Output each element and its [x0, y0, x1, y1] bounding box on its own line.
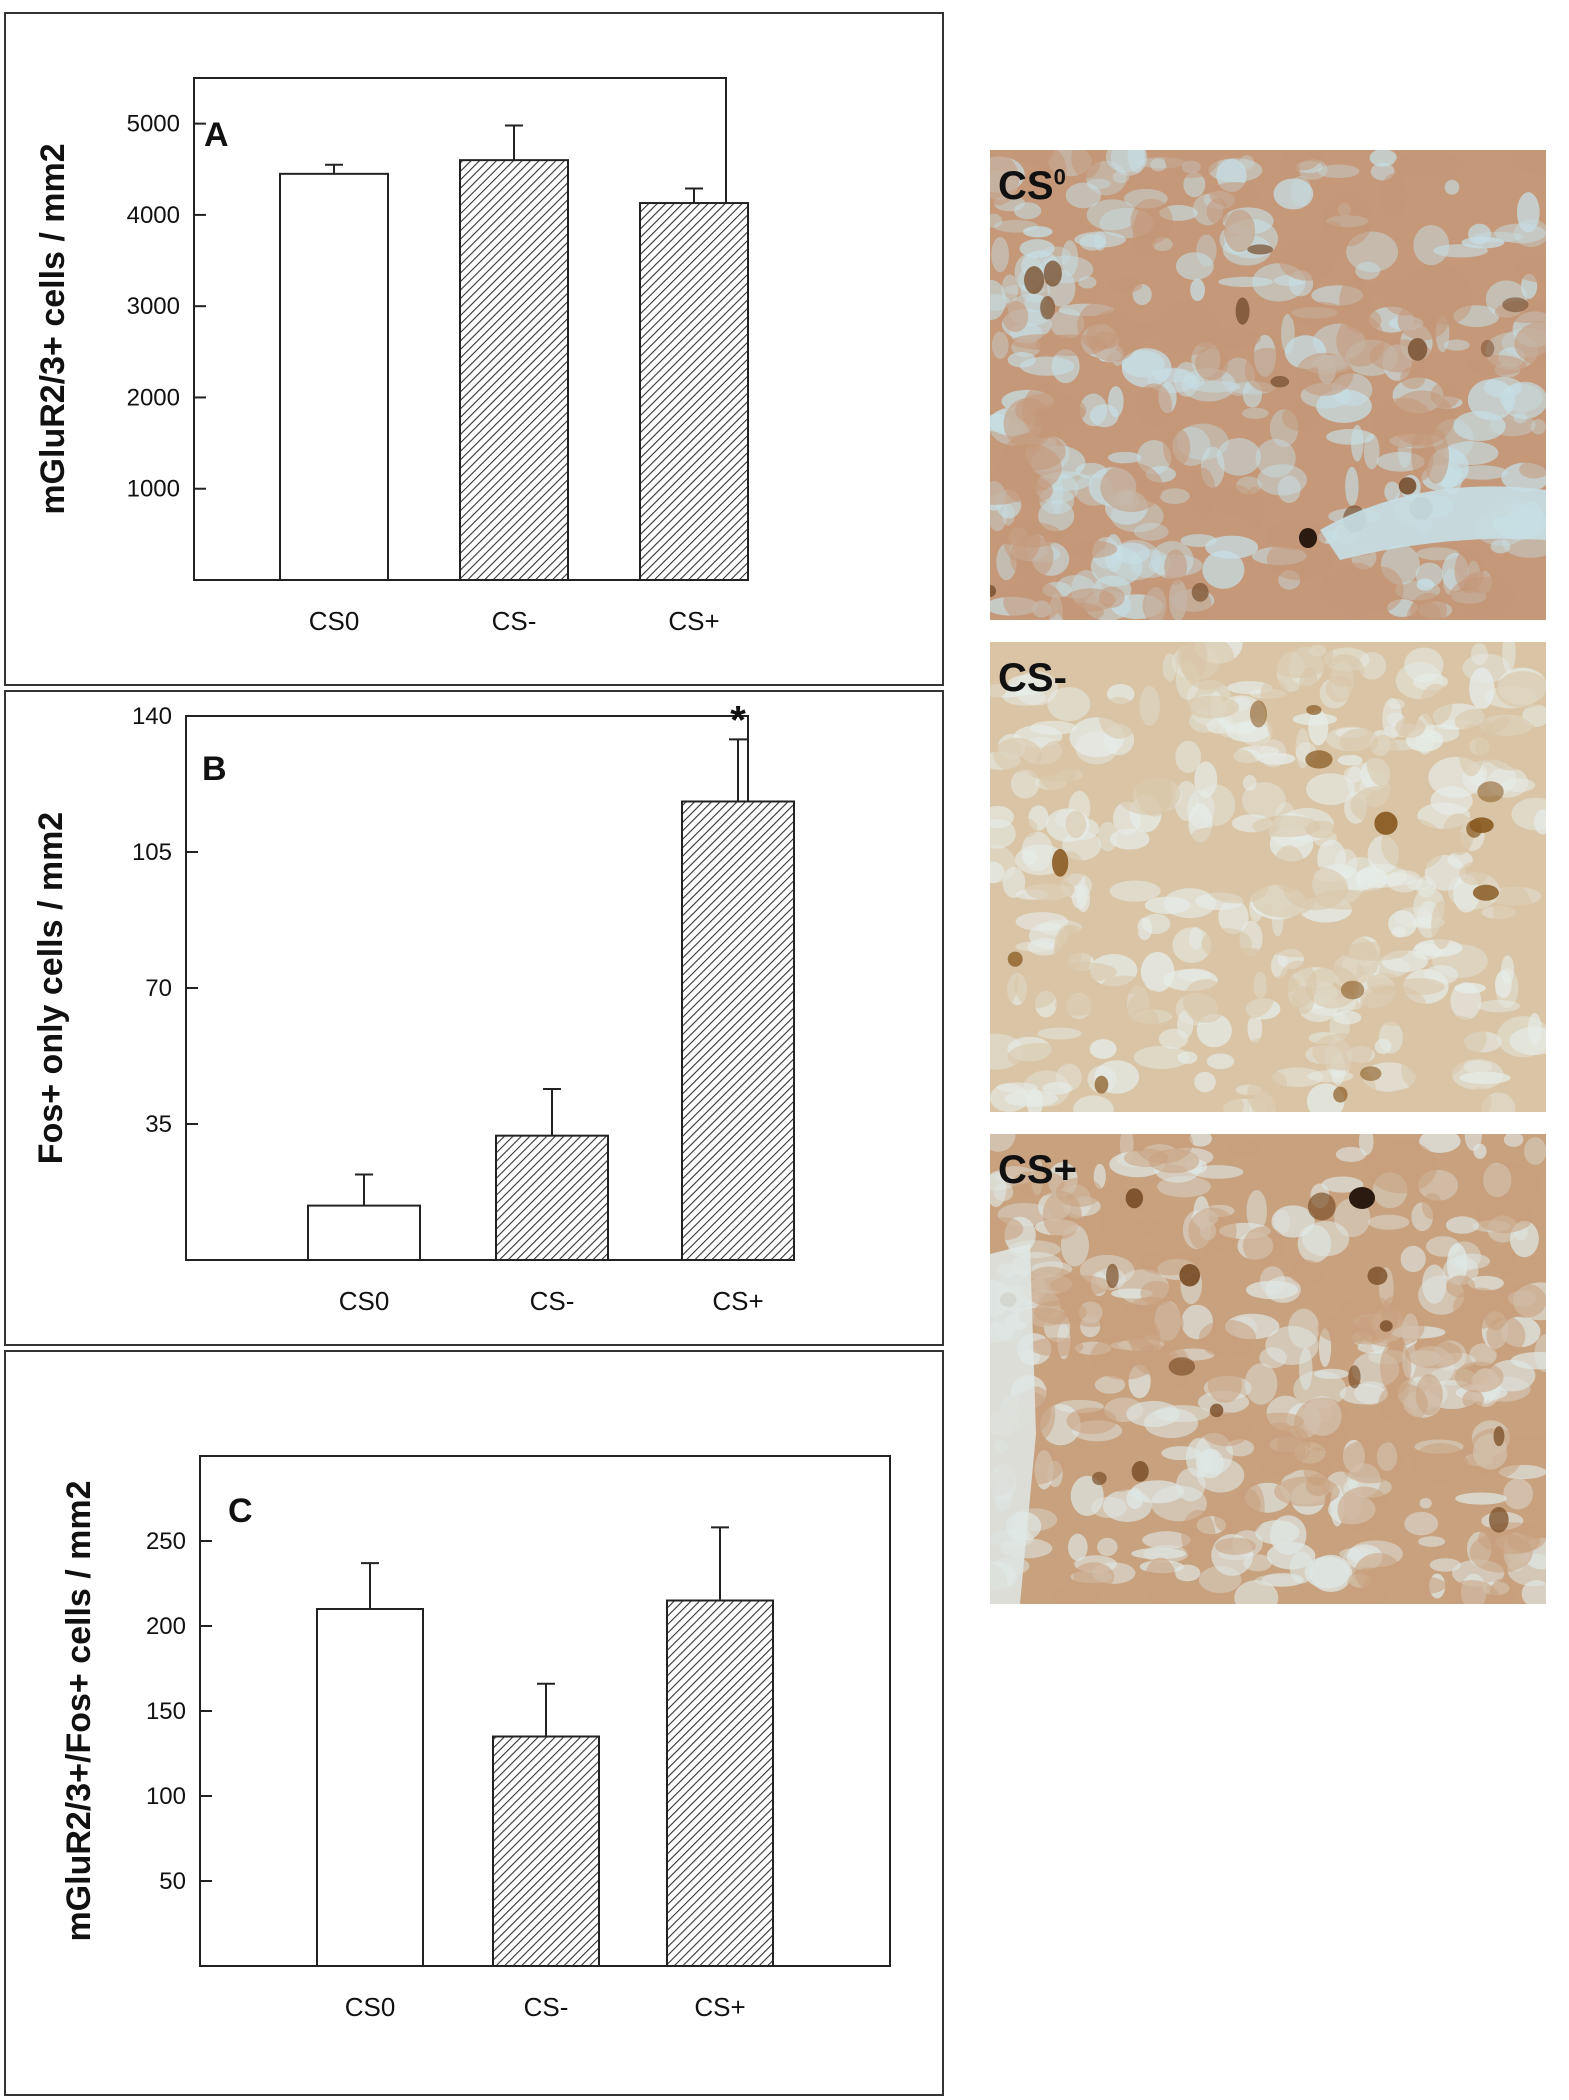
bar-CS0 — [316, 1608, 424, 1967]
y-tick-label: 3000 — [127, 293, 180, 320]
y-tick-label: 140 — [132, 703, 172, 730]
bar-CS+ — [639, 202, 749, 581]
bar-CS+ — [666, 1599, 774, 1967]
bar-CS0 — [279, 172, 389, 581]
micrograph-cs-plus: CS+ — [990, 1134, 1546, 1604]
y-axis-label: mGluR2/3+ cells / mm2 — [34, 143, 72, 514]
panel-c: C 50 100 150 200 250 mGluR2/3+/Fos+ cells / mm… — [4, 1350, 944, 2096]
micrograph-cs0: CS0 — [990, 150, 1546, 620]
micrograph-cs-plus-texture — [990, 1134, 1546, 1604]
x-tick-label: CS- — [524, 1992, 569, 2022]
panel-letter: C — [228, 1492, 253, 1530]
plot-frame — [185, 715, 749, 1261]
bar-CS- — [492, 1735, 600, 1967]
y-tick-label: 100 — [146, 1783, 186, 1810]
bar-CS+ — [681, 800, 795, 1261]
micrograph-cs0-texture — [990, 150, 1546, 620]
y-tick-label: 2000 — [127, 384, 180, 411]
chart-b: B 35 70 105 140 Fos+ only cells / mm2 CS0 CS- CS… — [32, 698, 795, 1316]
y-tick-label: 250 — [146, 1528, 186, 1555]
chart-c: C 50 100 150 200 250 mGluR2/3+/Fos+ cells / mm… — [60, 1455, 891, 2022]
y-tick-label: 4000 — [127, 202, 180, 229]
x-tick-label: CS0 — [309, 606, 360, 636]
y-tick-label: 200 — [146, 1613, 186, 1640]
micrograph-cs-plus-label: CS+ — [998, 1148, 1077, 1192]
x-tick-label: CS- — [530, 1286, 575, 1316]
y-tick-label: 105 — [132, 839, 172, 866]
micrograph-cs0-label: CS0 — [998, 164, 1066, 208]
panel-b: B 35 70 105 140 Fos+ only cells / mm2 CS0 CS- CS… — [4, 690, 944, 1346]
panel-a: A 1000 2000 3000 4000 5000 mGluR2/3+ cells / m… — [4, 12, 944, 686]
y-tick-label: 150 — [146, 1698, 186, 1725]
y-tick-label: 35 — [145, 1111, 172, 1138]
x-tick-label: CS0 — [345, 1992, 396, 2022]
x-tick-label: CS- — [492, 606, 537, 636]
significance-marker: * — [730, 698, 746, 742]
x-tick-label: CS+ — [668, 606, 719, 636]
bar-CS- — [459, 159, 569, 582]
panel-letter: B — [202, 750, 227, 788]
y-tick-label: 50 — [159, 1868, 186, 1895]
bar-CS- — [495, 1134, 609, 1261]
chart-a: A 1000 2000 3000 4000 5000 mGluR2/3+ cells / m… — [34, 77, 749, 636]
y-axis-label: mGluR2/3+/Fos+ cells / mm2 — [60, 1480, 98, 1941]
micrograph-cs-minus: CS- — [990, 642, 1546, 1112]
y-tick-label: 5000 — [127, 111, 180, 138]
micrograph-cs-minus-label: CS- — [998, 656, 1067, 700]
panel-letter: A — [204, 116, 229, 154]
bar-CS0 — [307, 1204, 421, 1261]
x-tick-label: CS+ — [712, 1286, 763, 1316]
y-tick-label: 70 — [145, 975, 172, 1002]
y-tick-label: 1000 — [127, 476, 180, 503]
x-tick-label: CS0 — [339, 1286, 390, 1316]
y-axis-label: Fos+ only cells / mm2 — [32, 812, 70, 1164]
micrograph-cs-minus-texture — [990, 642, 1546, 1112]
x-tick-label: CS+ — [694, 1992, 745, 2022]
